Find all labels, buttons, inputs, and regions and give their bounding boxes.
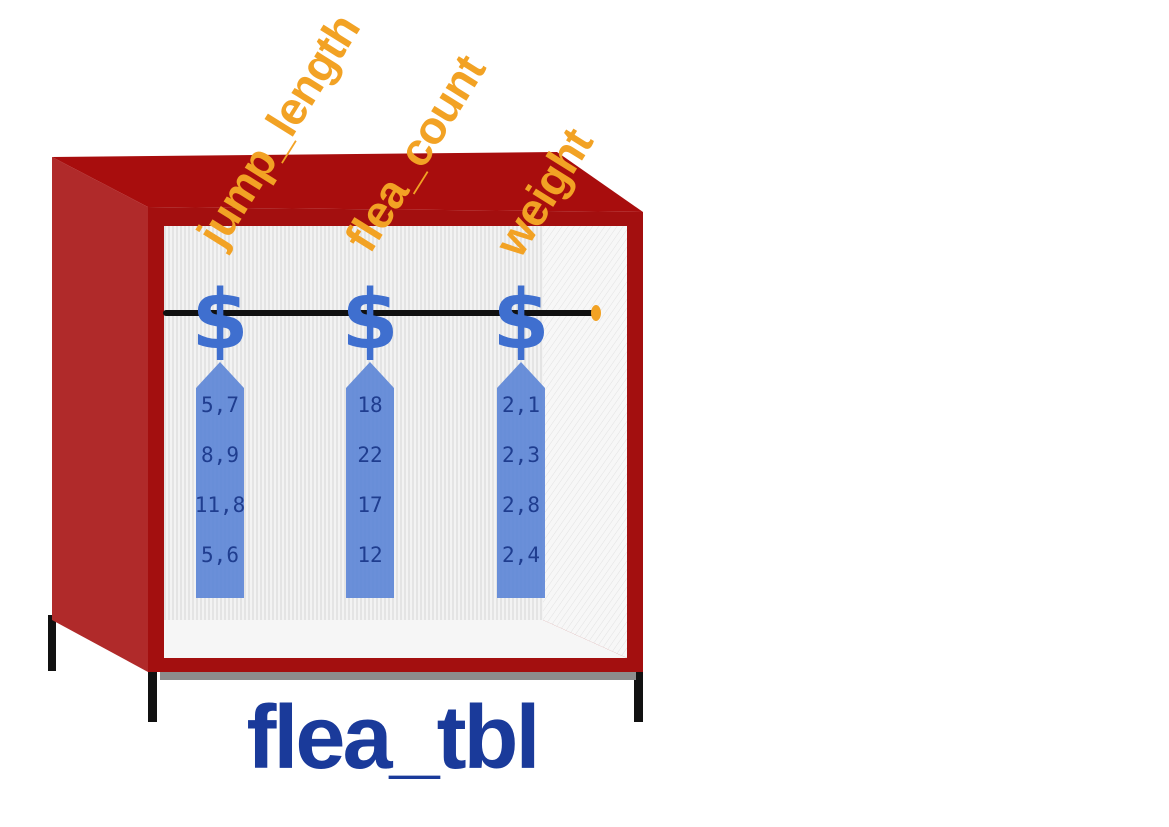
- column-tag: [196, 362, 244, 598]
- cell-value: 2,8: [502, 493, 540, 517]
- cell-value: 17: [357, 493, 382, 517]
- cell-value: 8,9: [201, 443, 239, 467]
- cell-value: 12: [357, 543, 382, 567]
- cell-value: 2,3: [502, 443, 540, 467]
- dollar-hanger-icon: $: [341, 273, 398, 368]
- cabinet-legs: [48, 615, 643, 722]
- column-tag: [497, 362, 545, 598]
- column-tag: [346, 362, 394, 598]
- dollar-hanger-icon: $: [492, 273, 549, 368]
- cell-value: 18: [357, 393, 382, 417]
- cell-value: 22: [357, 443, 382, 467]
- table-name-label: flea_tbl: [246, 688, 537, 788]
- cell-value: 2,1: [502, 393, 540, 417]
- cell-value: 11,8: [195, 493, 246, 517]
- cell-value: 5,6: [201, 543, 239, 567]
- cell-value: 5,7: [201, 393, 239, 417]
- cell-value: 2,4: [502, 543, 540, 567]
- dollar-hanger-icon: $: [191, 273, 248, 368]
- clothes-rod: [163, 305, 601, 321]
